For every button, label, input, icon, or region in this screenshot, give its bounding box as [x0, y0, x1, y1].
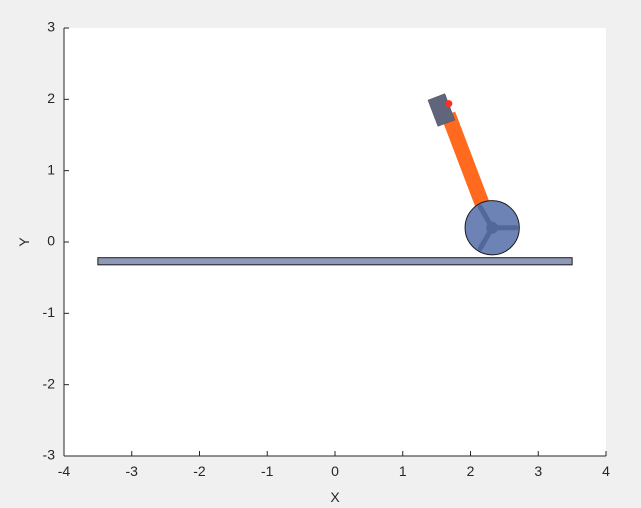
x-tick-label: 2 — [467, 463, 475, 479]
x-tick-label: 4 — [602, 463, 610, 479]
scene-layer — [97, 93, 573, 266]
x-tick-label: -3 — [126, 463, 139, 479]
axes-background — [64, 28, 606, 456]
y-tick-label: -3 — [43, 447, 56, 463]
pendulum-arm — [441, 111, 495, 221]
y-tick-label: -1 — [43, 304, 56, 320]
y-tick-label: 0 — [47, 233, 55, 249]
wheel-hub — [486, 221, 499, 234]
tip-marker — [445, 100, 453, 108]
y-axis-label: Y — [16, 237, 32, 247]
ground-bar — [97, 257, 573, 266]
x-tick-label: -4 — [58, 463, 71, 479]
y-tick-label: 1 — [47, 161, 55, 177]
x-tick-label: 1 — [399, 463, 407, 479]
x-tick-label: -2 — [193, 463, 206, 479]
y-tick-label: 3 — [47, 19, 55, 35]
y-tick-label: -2 — [43, 375, 56, 391]
x-tick-label: -1 — [261, 463, 274, 479]
x-axis-label: X — [330, 489, 340, 505]
y-tick-label: 2 — [47, 90, 55, 106]
x-tick-label: 0 — [331, 463, 339, 479]
x-tick-label: 3 — [534, 463, 542, 479]
